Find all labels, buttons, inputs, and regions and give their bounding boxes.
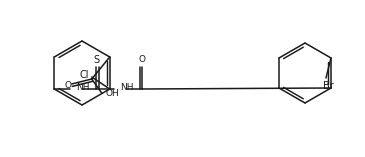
Text: Br: Br: [323, 81, 333, 91]
Text: O: O: [64, 81, 71, 90]
Text: S: S: [93, 55, 99, 65]
Text: Cl: Cl: [80, 70, 89, 80]
Text: O: O: [139, 56, 146, 65]
Text: NH: NH: [76, 84, 90, 92]
Text: NH: NH: [120, 84, 134, 92]
Text: OH: OH: [106, 89, 120, 98]
